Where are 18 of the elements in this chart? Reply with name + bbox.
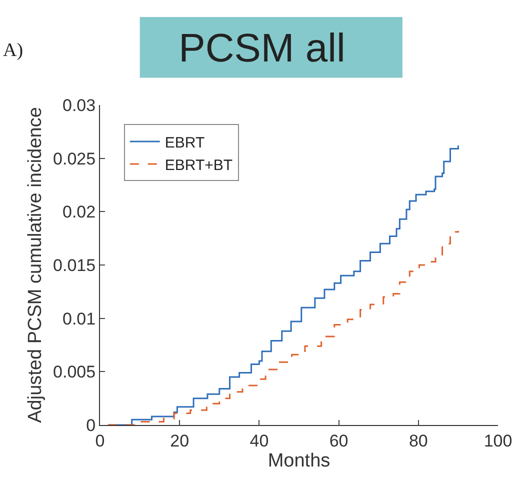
y-tick-label: 0 [86,416,96,435]
text: A) [3,40,24,61]
x-axis-title: Months [268,450,330,472]
x-tick-label: 100 [484,431,512,450]
y-tick-label: 0.005 [53,362,96,382]
y-tick-label: 0.025 [53,149,96,168]
legend-label: EBRT+BT [164,156,233,174]
x-tick-label: 20 [170,431,190,450]
chart-title: PCSM all [178,26,346,71]
y-axis-title: Adjusted PCSM cumulative incidence [24,107,46,423]
legend-label: EBRT [164,134,205,152]
x-tick-label: 60 [329,431,348,450]
y-tick-label: 0.02 [62,202,96,222]
y-tick-label: 0.01 [62,309,96,328]
y-tick-label: 0.015 [53,256,96,275]
y-tick-label: 0.03 [62,96,96,115]
x-tick-label: 80 [408,431,428,450]
x-tick-label: 40 [250,431,269,450]
